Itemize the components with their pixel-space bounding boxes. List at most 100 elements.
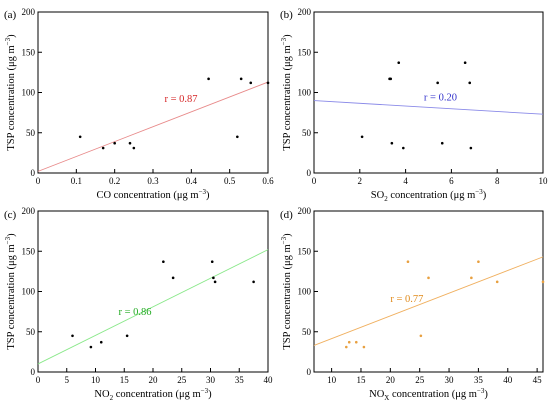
data-point xyxy=(463,61,467,65)
x-tick-label: 0.1 xyxy=(71,176,82,186)
data-point xyxy=(212,276,215,280)
data-point xyxy=(252,280,255,284)
x-axis-label: CO concentration (μg m−3) xyxy=(96,188,210,201)
panel-c: (c) 0 5 10 15 20 25 30 35 40 0 50 100 150 200 r = 0.86 N… xyxy=(4,206,273,401)
data-point xyxy=(128,141,132,145)
data-point xyxy=(419,334,423,338)
label-part: 2 xyxy=(384,195,388,203)
y-axis-label: TSP concentration (μg m−3) xyxy=(280,233,293,350)
label-part: X xyxy=(384,394,389,401)
x-tick-label: 0 xyxy=(36,375,41,385)
x-tick-label: 10 xyxy=(91,375,101,385)
x-tick-label: 40 xyxy=(503,375,513,385)
x-tick-label: 10 xyxy=(327,375,337,385)
data-point xyxy=(125,334,129,338)
y-tick-label: 200 xyxy=(298,206,312,216)
y-tick-label: 0 xyxy=(307,367,312,377)
plot-frame xyxy=(313,210,544,373)
label-part: CO concentration (μg m xyxy=(96,190,198,201)
label-part: −3 xyxy=(199,188,207,196)
x-tick-label: 4 xyxy=(403,176,408,186)
y-tick-label: 200 xyxy=(298,7,312,17)
correlation-label: r = 0.20 xyxy=(424,93,457,104)
x-tick-label: 30 xyxy=(206,375,216,385)
y-axis-label: TSP concentration (μg m−3) xyxy=(4,233,17,350)
data-point xyxy=(213,280,217,284)
y-tick-label: 50 xyxy=(26,327,36,337)
data-point xyxy=(113,141,116,145)
x-tick-label: 40 xyxy=(264,375,274,385)
data-point xyxy=(406,260,410,264)
data-point xyxy=(468,81,472,85)
y-tick-label: 0 xyxy=(31,168,36,178)
x-tick-label: 0 xyxy=(36,176,41,186)
panel-d: (d) 10 15 20 25 30 35 40 45 0 50 100 150 200 r = 0.77 N… xyxy=(280,206,545,401)
data-point xyxy=(436,81,439,85)
label-part: TSP concentration (μg m xyxy=(282,45,293,150)
y-tick-label: 100 xyxy=(22,287,36,297)
x-tick-label: 20 xyxy=(386,375,396,385)
label-part: −3 xyxy=(280,37,288,45)
label-part: NO xyxy=(369,389,385,400)
y-tick-label: 100 xyxy=(298,287,312,297)
panel-label-b: (b) xyxy=(280,9,293,21)
data-point xyxy=(495,280,499,284)
y-tick-label: 100 xyxy=(22,88,36,98)
correlation-label: r = 0.86 xyxy=(119,307,152,318)
data-point xyxy=(101,146,105,150)
label-part: SO xyxy=(371,190,385,201)
data-point xyxy=(266,81,270,85)
label-part: concentration (μg m xyxy=(113,389,201,400)
data-point xyxy=(541,280,545,284)
data-point xyxy=(239,77,243,81)
label-part: ) xyxy=(282,233,293,237)
data-point xyxy=(389,77,393,81)
data-point xyxy=(171,276,175,280)
x-tick-label: 25 xyxy=(415,375,425,385)
y-tick-label: 100 xyxy=(298,88,312,98)
data-point xyxy=(390,141,394,145)
x-tick-label: 0.6 xyxy=(262,176,274,186)
data-point xyxy=(210,260,214,264)
y-tick-label: 0 xyxy=(307,168,312,178)
x-tick-label: 20 xyxy=(149,375,159,385)
y-tick-label: 150 xyxy=(298,246,312,256)
data-point xyxy=(162,260,165,264)
data-point xyxy=(402,146,405,150)
correlation-label: r = 0.87 xyxy=(165,94,198,105)
label-part: TSP concentration (μg m xyxy=(6,45,17,150)
y-tick-label: 50 xyxy=(302,327,312,337)
fit-line xyxy=(313,100,544,115)
y-tick-label: 200 xyxy=(22,7,36,17)
x-tick-label: 10 xyxy=(539,176,549,186)
y-tick-label: 200 xyxy=(22,206,36,216)
x-tick-label: 35 xyxy=(235,375,245,385)
label-part: −3 xyxy=(477,387,485,395)
x-tick-label: 0 xyxy=(312,176,317,186)
label-part: ) xyxy=(484,389,488,400)
panel-label-d: (d) xyxy=(280,209,293,221)
label-part: 2 xyxy=(110,394,114,401)
panel-label-a: (a) xyxy=(4,9,17,21)
data-point xyxy=(71,334,74,338)
data-point xyxy=(344,345,348,349)
data-point xyxy=(207,77,210,81)
x-axis-label: NOX concentration (μg m−3) xyxy=(369,387,488,401)
x-axis-label: SO2 concentration (μg m−3) xyxy=(371,188,487,203)
data-point xyxy=(397,61,401,65)
x-tick-label: 0.4 xyxy=(186,176,198,186)
data-point xyxy=(427,276,430,280)
y-tick-label: 150 xyxy=(22,246,36,256)
x-tick-label: 15 xyxy=(120,375,130,385)
label-part: ) xyxy=(206,190,210,201)
panel-label-c: (c) xyxy=(4,209,17,221)
label-part: ) xyxy=(208,389,212,400)
plot-frame xyxy=(37,210,269,373)
label-part: concentration (μg m xyxy=(388,190,476,201)
data-point xyxy=(249,81,253,85)
x-tick-label: 15 xyxy=(356,375,366,385)
x-tick-label: 35 xyxy=(474,375,484,385)
y-tick-label: 50 xyxy=(26,128,36,138)
